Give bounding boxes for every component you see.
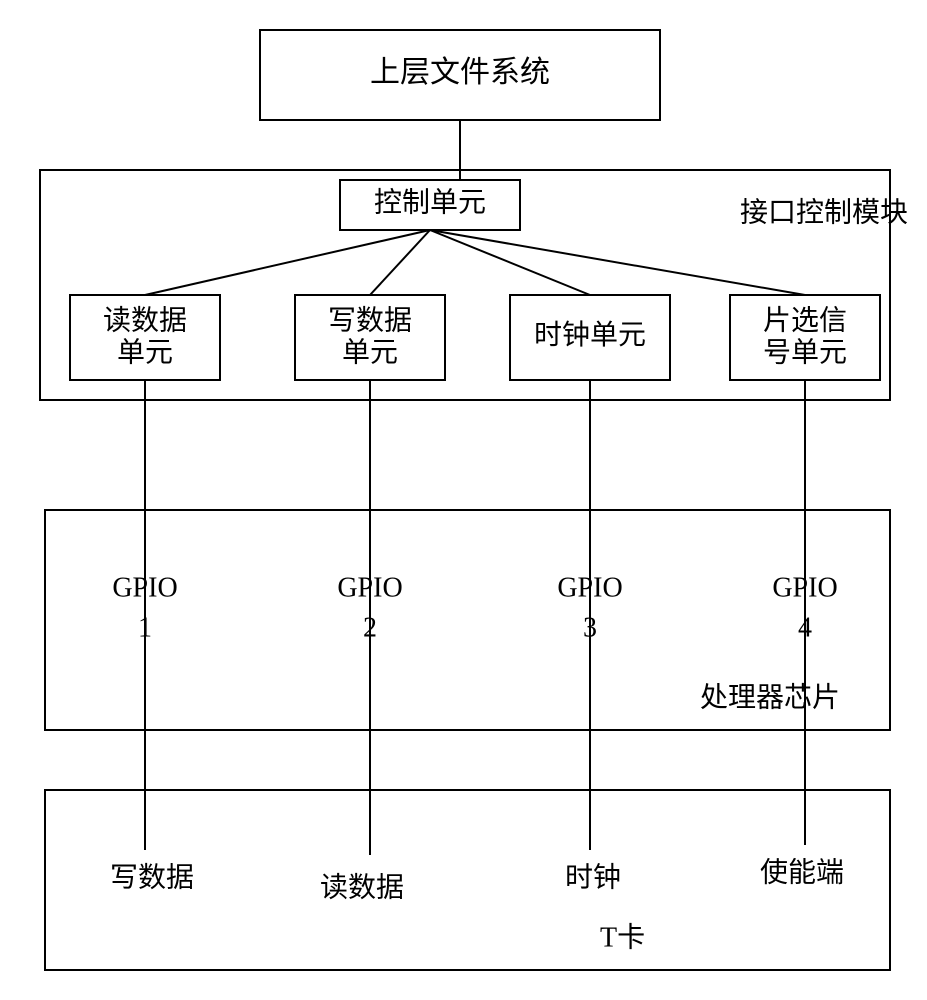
label-read-unit-2: 单元 bbox=[117, 336, 173, 368]
label-control-unit: 控制单元 bbox=[374, 186, 486, 218]
label-read-unit-1: 读数据 bbox=[103, 304, 187, 336]
label-port-t1: 写数据 bbox=[110, 861, 194, 893]
label-processor: 处理器芯片 bbox=[700, 681, 840, 713]
label-write-unit-2: 单元 bbox=[342, 336, 398, 368]
label-port-t2: 读数据 bbox=[320, 871, 404, 903]
label-cs-unit-1: 片选信 bbox=[763, 304, 847, 336]
label-cs-unit-2: 号单元 bbox=[763, 336, 847, 368]
label-top-system: 上层文件系统 bbox=[370, 56, 550, 89]
label-interface-module: 接口控制模块 bbox=[740, 196, 908, 228]
label-port-t4: 使能端 bbox=[760, 856, 844, 888]
label-clock-unit: 时钟单元 bbox=[534, 319, 646, 351]
label-port-t3: 时钟 bbox=[565, 861, 621, 893]
label-tcard: T卡 bbox=[600, 921, 645, 953]
label-write-unit-1: 写数据 bbox=[328, 304, 412, 336]
